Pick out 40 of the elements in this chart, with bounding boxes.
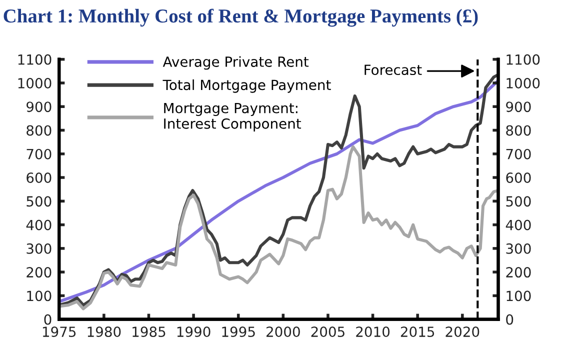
- y-tick-label: 100: [27, 290, 52, 302]
- legend-label: Average Private Rent: [162, 56, 309, 70]
- y2-tick-label: 900: [506, 102, 531, 112]
- y2-tick-label: 600: [506, 172, 531, 183]
- y2-tick-label: 200: [506, 267, 531, 278]
- legend-label: Mortgage Payment: Interest Component: [164, 102, 302, 132]
- y-tick-label: 200: [26, 267, 52, 278]
- y-tick-label: 1100: [18, 54, 52, 65]
- line-series: [59, 145, 498, 310]
- y2-tick-label: 700: [506, 148, 531, 160]
- y2-tick-label: 300: [506, 243, 531, 254]
- x-tick-label: 1985: [132, 326, 166, 338]
- ref-line-label: Forecast: [364, 64, 422, 76]
- x-tick-label: 2020: [446, 326, 480, 338]
- x-tick-label: 1990: [177, 326, 210, 338]
- y2-tick-label: 1100: [506, 54, 540, 65]
- x-tick-label: 2005: [311, 326, 344, 338]
- y2-tick-label: 800: [506, 125, 531, 136]
- y2-tick-label: 0: [506, 314, 514, 325]
- y-tick-label: 1000: [18, 78, 52, 88]
- legend-label: Total Mortgage Payment: [162, 79, 331, 93]
- x-tick-label: 2000: [266, 326, 300, 338]
- y2-tick-label: 400: [506, 220, 531, 230]
- x-tick-label: 2015: [400, 326, 434, 338]
- y2-tick-label: 1000: [506, 78, 540, 88]
- y-tick-label: 300: [26, 243, 52, 254]
- y-tick-label: 600: [26, 172, 52, 183]
- x-tick-label: 2010: [356, 326, 390, 338]
- y-tick-label: 0: [44, 314, 52, 325]
- y-tick-label: 400: [26, 220, 52, 230]
- y-tick-label: 500: [26, 196, 52, 207]
- x-tick-label: 1995: [222, 326, 255, 338]
- x-tick-label: 1980: [88, 326, 121, 338]
- chart-title: Chart 1: Monthly Cost of Rent & Mortgage Payments (£): [4, 8, 478, 27]
- y-tick-label: 700: [26, 148, 52, 160]
- y2-tick-label: 500: [506, 196, 531, 207]
- x-tick-label: 1975: [42, 326, 76, 338]
- y-tick-label: 800: [26, 125, 52, 136]
- y-tick-label: 900: [26, 102, 52, 112]
- y2-tick-label: 100: [506, 290, 531, 302]
